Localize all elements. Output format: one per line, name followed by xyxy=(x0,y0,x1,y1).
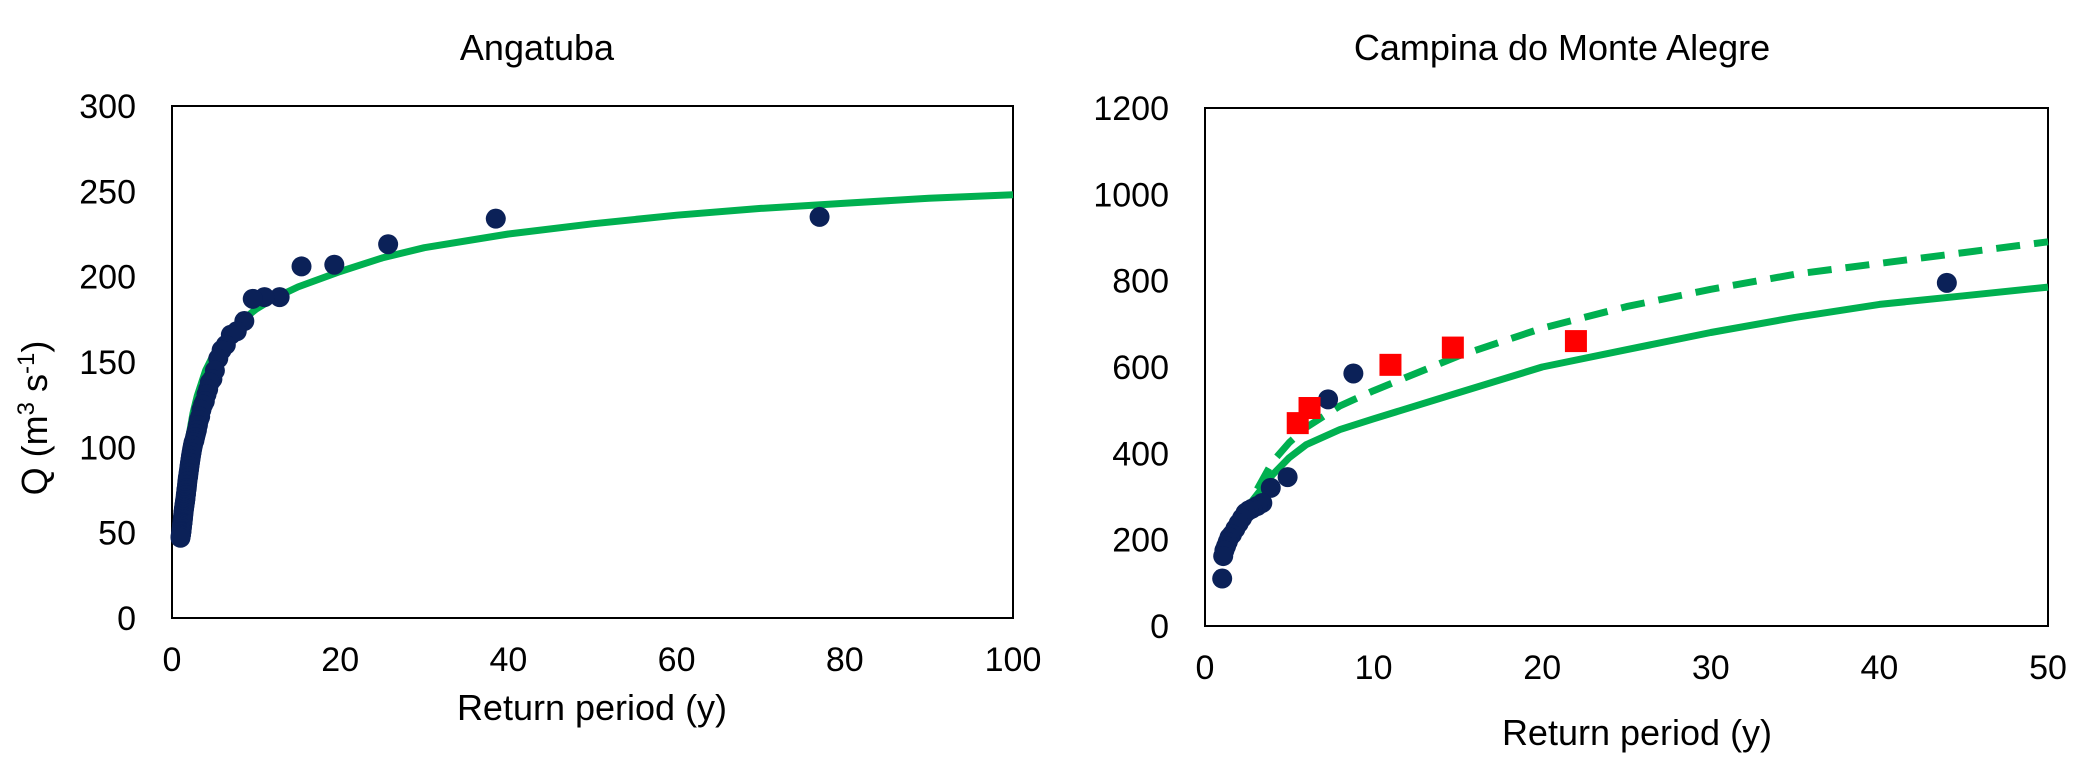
x-tick-label-campina: 30 xyxy=(1692,649,1730,687)
y-tick-label-angatuba: 50 xyxy=(98,515,136,553)
y-tick-label-angatuba: 150 xyxy=(79,344,136,382)
square-point-campina xyxy=(1298,397,1321,420)
plot-area-angatuba xyxy=(171,105,1014,619)
x-tick-label-angatuba: 20 xyxy=(321,641,359,679)
chart-title-angatuba: Angatuba xyxy=(460,27,615,68)
y-tick-label-campina: 400 xyxy=(1112,435,1169,473)
x-tick-label-campina: 50 xyxy=(2029,649,2067,687)
y-axis-label-angatuba: Q (m3 s-1) xyxy=(13,341,56,496)
x-axis-label-angatuba: Return period (y) xyxy=(457,687,727,728)
data-point-angatuba xyxy=(269,287,290,308)
data-point-angatuba xyxy=(324,254,345,275)
data-point-angatuba xyxy=(378,234,399,255)
x-tick-label-campina: 20 xyxy=(1523,649,1561,687)
data-point-campina xyxy=(1318,389,1339,410)
x-tick-label-angatuba: 60 xyxy=(658,641,696,679)
square-point-campina xyxy=(1441,336,1464,359)
data-point-campina xyxy=(1212,568,1233,589)
y-tick-label-angatuba: 300 xyxy=(79,88,136,126)
fit-line-solid-angatuba xyxy=(176,191,1014,525)
y-tick-label-campina: 0 xyxy=(1150,608,1169,646)
y-tick-label-campina: 1200 xyxy=(1093,90,1169,128)
x-tick-label-angatuba: 40 xyxy=(489,641,527,679)
data-point-campina xyxy=(1213,546,1234,567)
fit-line-solid-campina xyxy=(1218,283,2049,553)
y-tick-label-angatuba: 250 xyxy=(79,173,136,211)
data-point-angatuba xyxy=(170,527,191,548)
square-point-campina xyxy=(1379,353,1402,376)
x-tick-label-angatuba: 0 xyxy=(163,641,182,679)
data-point-angatuba xyxy=(485,208,506,229)
y-tick-label-campina: 800 xyxy=(1112,263,1169,301)
x-tick-label-campina: 0 xyxy=(1196,649,1215,687)
fit-line-dashed-campina xyxy=(1235,238,2049,525)
data-point-campina xyxy=(1343,363,1364,384)
data-point-angatuba xyxy=(242,288,263,309)
data-point-campina xyxy=(1260,477,1281,498)
x-tick-label-angatuba: 80 xyxy=(826,641,864,679)
data-point-angatuba xyxy=(809,206,830,227)
y-tick-label-campina: 1000 xyxy=(1093,176,1169,214)
x-tick-label-angatuba: 100 xyxy=(985,641,1042,679)
plot-area-campina xyxy=(1204,107,2049,627)
y-tick-label-campina: 600 xyxy=(1112,349,1169,387)
y-tick-label-angatuba: 100 xyxy=(79,429,136,467)
x-tick-label-campina: 40 xyxy=(1860,649,1898,687)
y-tick-label-campina: 200 xyxy=(1112,522,1169,560)
x-axis-label-campina: Return period (y) xyxy=(1502,712,1772,753)
y-tick-label-angatuba: 0 xyxy=(117,600,136,638)
data-point-campina xyxy=(1277,467,1298,488)
x-tick-label-campina: 10 xyxy=(1355,649,1393,687)
data-point-campina xyxy=(1936,272,1957,293)
square-point-campina xyxy=(1564,330,1587,353)
chart-title-campina: Campina do Monte Alegre xyxy=(1354,27,1770,68)
data-point-angatuba xyxy=(291,256,312,277)
y-tick-label-angatuba: 200 xyxy=(79,259,136,297)
